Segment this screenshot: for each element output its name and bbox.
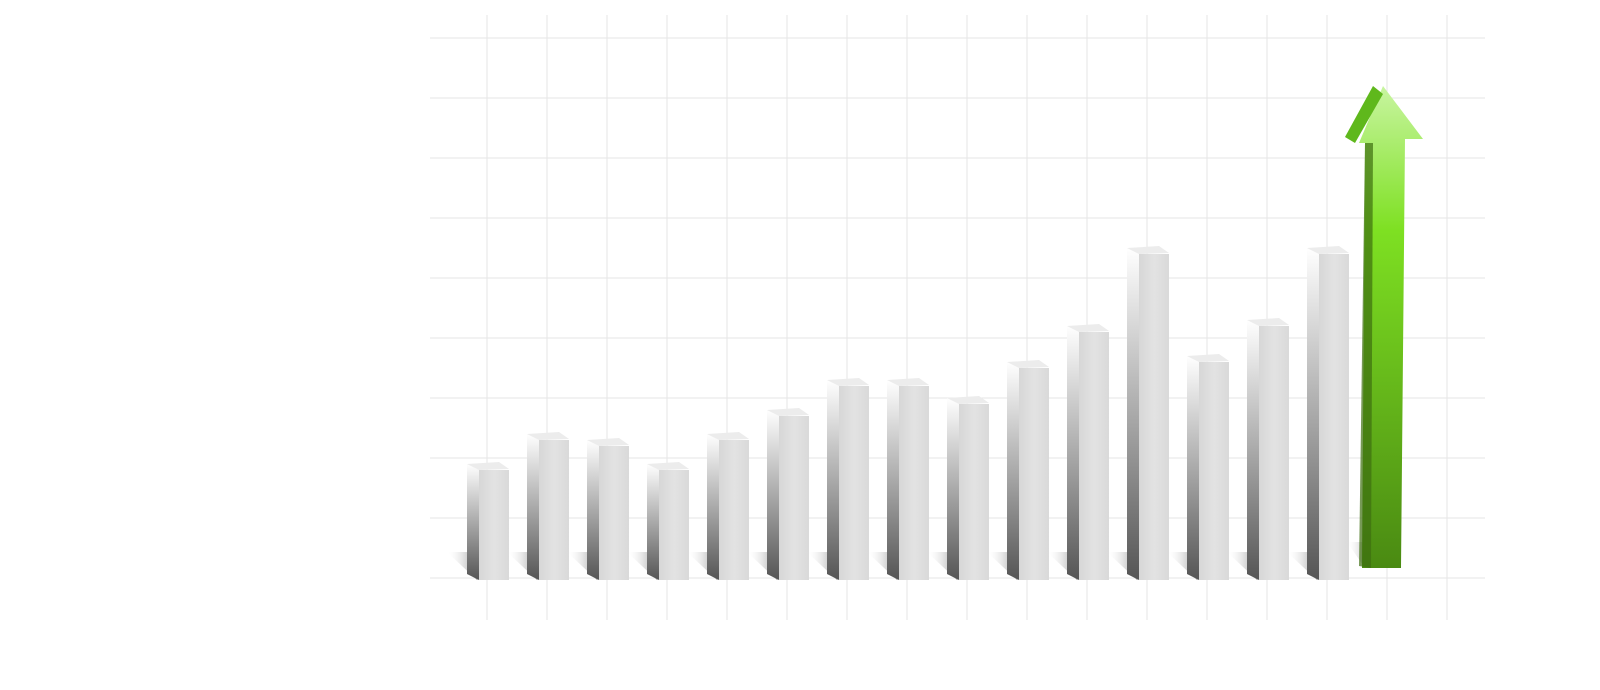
bar <box>659 470 689 580</box>
bar-tint <box>1019 368 1049 580</box>
bar-top <box>1187 354 1229 362</box>
bar <box>479 470 509 580</box>
bar-side <box>887 380 899 580</box>
bar-top <box>1127 246 1169 254</box>
bar-top <box>647 462 689 470</box>
bar-side <box>647 464 659 580</box>
bar <box>839 386 869 580</box>
bar-top <box>947 396 989 404</box>
arrow-side <box>1359 143 1373 568</box>
bar <box>539 440 569 580</box>
bar-side <box>1127 248 1139 580</box>
bar <box>1079 332 1109 580</box>
bar-tint <box>1199 362 1229 580</box>
bar-top <box>887 378 929 386</box>
bar <box>1139 254 1169 580</box>
bar-tint <box>959 404 989 580</box>
bar <box>899 386 929 580</box>
bar <box>1319 254 1349 580</box>
bar-tint <box>539 440 569 580</box>
bar-top <box>1247 318 1289 326</box>
bar <box>1019 368 1049 580</box>
bar-tint <box>1259 326 1289 580</box>
arrow-head-side <box>1345 86 1383 143</box>
bar-top <box>827 378 869 386</box>
bar-side <box>467 464 479 580</box>
bar-top <box>1307 246 1349 254</box>
bar-side <box>767 410 779 580</box>
bar <box>1199 362 1229 580</box>
bar <box>599 446 629 580</box>
bar-tint <box>1079 332 1109 580</box>
bar-side <box>827 380 839 580</box>
bar-tint <box>1139 254 1169 580</box>
bar-side <box>527 434 539 580</box>
bar-side <box>1007 362 1019 580</box>
bar-top <box>587 438 629 446</box>
bar <box>779 416 809 580</box>
bar-tint <box>599 446 629 580</box>
bar <box>1259 326 1289 580</box>
bar-side <box>1187 356 1199 580</box>
bar-tint <box>779 416 809 580</box>
bar-top <box>1007 360 1049 368</box>
bar-side <box>947 398 959 580</box>
bar-side <box>587 440 599 580</box>
bar <box>719 440 749 580</box>
bar-top <box>707 432 749 440</box>
bar-tint <box>899 386 929 580</box>
bar-tint <box>1319 254 1349 580</box>
bar-side <box>1307 248 1319 580</box>
bar-side <box>707 434 719 580</box>
bar-tint <box>839 386 869 580</box>
bar <box>959 404 989 580</box>
bar-side <box>1247 320 1259 580</box>
bar-top <box>767 408 809 416</box>
bar-top <box>527 432 569 440</box>
arrow <box>1359 86 1423 568</box>
bar-tint <box>479 470 509 580</box>
bar-side <box>1067 326 1079 580</box>
bar-tint <box>659 470 689 580</box>
bar-top <box>1067 324 1109 332</box>
bar-top <box>467 462 509 470</box>
bar-tint <box>719 440 749 580</box>
